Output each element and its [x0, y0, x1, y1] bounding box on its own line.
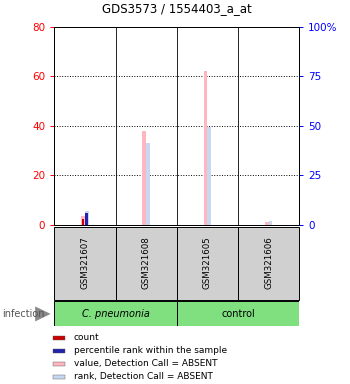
Polygon shape — [35, 306, 51, 321]
Bar — [54, 227, 116, 300]
Text: GSM321606: GSM321606 — [264, 237, 273, 290]
Bar — [116, 227, 177, 300]
Bar — [85, 211, 89, 225]
Bar — [53, 362, 65, 366]
Text: GSM321605: GSM321605 — [203, 237, 212, 290]
Bar — [142, 131, 146, 225]
Bar — [85, 213, 88, 225]
Text: infection: infection — [2, 309, 44, 319]
Text: rank, Detection Call = ABSENT: rank, Detection Call = ABSENT — [74, 372, 212, 381]
Text: GSM321607: GSM321607 — [80, 237, 89, 290]
Bar — [53, 336, 65, 340]
Bar — [207, 127, 211, 225]
Bar — [204, 71, 207, 225]
Bar — [146, 143, 150, 225]
Text: C. pneumonia: C. pneumonia — [82, 309, 149, 319]
Text: value, Detection Call = ABSENT: value, Detection Call = ABSENT — [74, 359, 217, 368]
Bar — [81, 216, 85, 225]
Text: control: control — [221, 309, 255, 319]
Text: count: count — [74, 333, 99, 343]
Bar — [177, 227, 238, 300]
Bar — [177, 301, 299, 326]
Text: GSM321608: GSM321608 — [142, 237, 150, 290]
Bar — [54, 301, 177, 326]
Bar — [265, 222, 269, 225]
Bar — [269, 221, 272, 225]
Bar — [238, 227, 299, 300]
Bar — [53, 349, 65, 353]
Bar — [53, 375, 65, 379]
Bar — [82, 219, 84, 225]
Text: GDS3573 / 1554403_a_at: GDS3573 / 1554403_a_at — [102, 2, 252, 15]
Text: percentile rank within the sample: percentile rank within the sample — [74, 346, 227, 356]
